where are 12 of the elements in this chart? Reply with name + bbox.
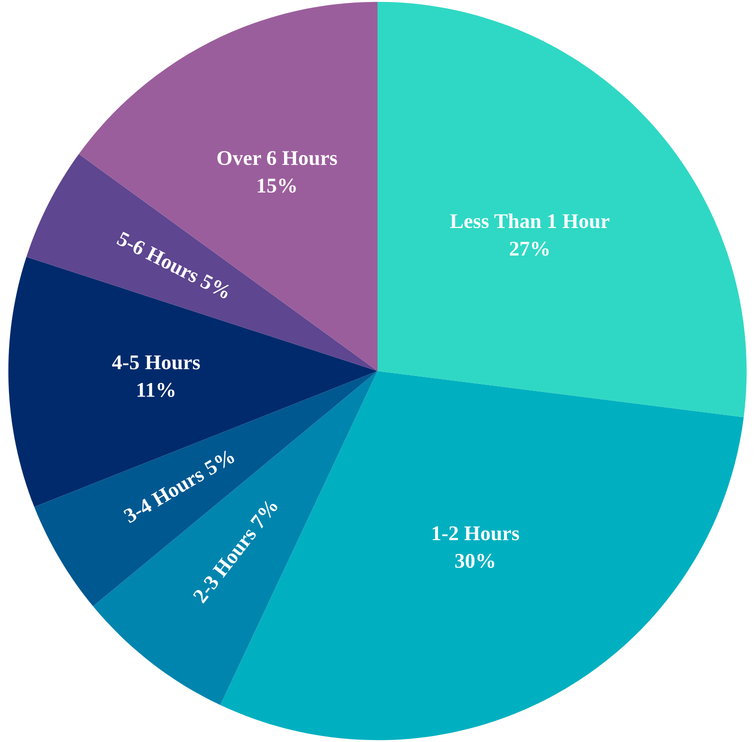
data-label: 27% xyxy=(510,242,549,256)
pie-slice xyxy=(93,371,378,706)
slice-label: Over 6 Hours xyxy=(217,151,338,166)
data-label: 15% xyxy=(258,178,296,193)
pie-slice xyxy=(378,2,747,418)
data-label: 11% xyxy=(138,382,174,398)
slice-label: 4-5 Hours xyxy=(112,355,200,370)
pie-slice xyxy=(34,371,378,606)
pie-slice xyxy=(78,2,378,371)
slice-label: Less Than 1 Hour xyxy=(450,214,610,228)
slice-label: 1-2 Hours xyxy=(432,526,520,540)
data-label: 30% xyxy=(455,554,494,568)
